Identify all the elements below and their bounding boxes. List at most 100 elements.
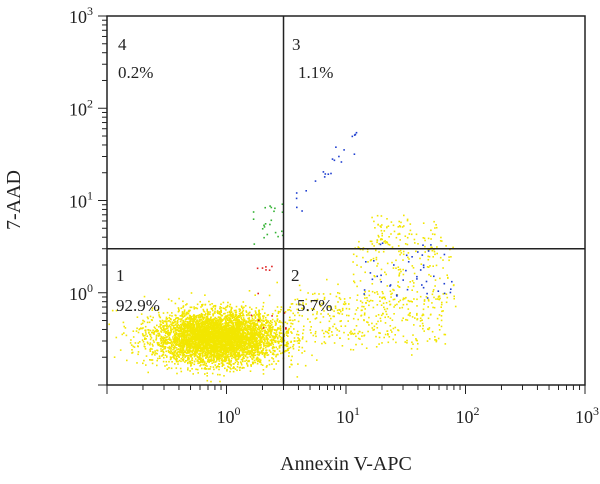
live-cell-point xyxy=(211,359,213,362)
live-cell-point xyxy=(256,347,258,349)
live-cell-point xyxy=(185,340,188,343)
live-cell-point xyxy=(177,360,179,363)
live-cell-point xyxy=(209,318,211,321)
live-cell-point xyxy=(188,309,190,312)
live-cell-point xyxy=(202,360,204,363)
live-cell-point xyxy=(301,352,303,354)
live-cell-point xyxy=(249,329,252,332)
live-cell-point xyxy=(177,307,180,309)
live-cell-point xyxy=(277,310,280,313)
live-cell-point xyxy=(195,316,198,319)
live-cell-point xyxy=(173,326,175,329)
live-cell-point xyxy=(262,336,265,338)
live-cell-point xyxy=(194,334,196,336)
live-cell-point xyxy=(175,343,178,345)
live-cell-point xyxy=(160,335,162,338)
live-cell-point xyxy=(194,318,197,320)
live-cell-point xyxy=(246,348,248,351)
live-cell-point xyxy=(254,347,256,350)
live-cell-point xyxy=(243,357,245,359)
live-cell-point xyxy=(263,329,265,332)
live-cell-point xyxy=(246,336,248,339)
live-cell-point xyxy=(149,343,151,346)
live-cell-point xyxy=(210,316,212,318)
live-cell-point xyxy=(173,357,176,360)
live-cell-point xyxy=(271,363,273,365)
live-cell-point xyxy=(237,318,239,320)
live-cell-point xyxy=(216,340,219,343)
live-cell-point xyxy=(227,331,230,333)
live-cell-point xyxy=(229,348,232,351)
live-cell-point xyxy=(191,338,194,341)
live-cell-point xyxy=(206,372,208,374)
live-cell-point xyxy=(210,331,212,334)
live-cell-point xyxy=(182,316,184,318)
live-cell-point xyxy=(161,344,164,347)
live-cell-point xyxy=(182,338,184,341)
live-cell-point xyxy=(259,341,262,343)
live-cell-point xyxy=(232,347,234,349)
live-cell-point xyxy=(286,341,289,343)
live-cell-point xyxy=(268,329,271,332)
live-cell-point xyxy=(256,353,259,356)
live-cell-point xyxy=(197,321,200,324)
live-cell-point xyxy=(191,346,194,349)
live-cell-point xyxy=(197,336,199,338)
live-cell-point xyxy=(164,346,167,349)
live-cell-point xyxy=(188,333,190,336)
live-cell-point xyxy=(212,327,214,329)
live-cell-point xyxy=(171,328,174,331)
live-cell-point xyxy=(214,305,217,308)
live-cell-point xyxy=(224,349,226,351)
live-cell-point xyxy=(137,345,139,348)
live-cell-point xyxy=(149,338,152,341)
live-cell-point xyxy=(193,334,195,336)
live-cell-point xyxy=(234,314,237,316)
live-cell-point xyxy=(186,338,189,340)
live-cell-point xyxy=(123,325,125,328)
live-cell-point xyxy=(194,351,196,353)
live-cell-point xyxy=(230,311,233,314)
live-cell-point xyxy=(224,307,226,310)
live-cell-point xyxy=(237,363,239,366)
live-cell-point xyxy=(202,308,205,311)
live-cell-point xyxy=(250,333,253,336)
live-cell-point xyxy=(149,335,152,338)
live-cell-point xyxy=(231,317,233,319)
live-cell-point xyxy=(258,313,260,315)
live-cell-point xyxy=(170,350,173,353)
live-cell-point xyxy=(272,358,275,360)
live-cell-point xyxy=(240,329,243,331)
live-cell-point xyxy=(298,338,301,340)
live-cell-point xyxy=(229,333,231,336)
live-cell-point xyxy=(196,368,199,371)
live-cell-point xyxy=(156,343,159,345)
live-cell-point xyxy=(256,340,259,342)
live-cell-point xyxy=(178,330,181,333)
live-cell-point xyxy=(249,343,251,346)
live-cell-point xyxy=(267,328,269,331)
live-cell-point xyxy=(233,352,235,354)
live-cell-point xyxy=(155,330,158,332)
live-cell-point xyxy=(222,307,225,310)
live-cell-point xyxy=(149,348,151,351)
live-cell-point xyxy=(290,359,292,362)
live-cell-point xyxy=(178,308,180,311)
live-cell-point xyxy=(192,326,195,328)
live-cell-point xyxy=(235,318,238,321)
live-cell-point xyxy=(245,321,248,324)
live-cell-point xyxy=(220,362,223,364)
live-cell-point xyxy=(244,305,247,307)
live-cell-point xyxy=(284,311,287,313)
live-cell-point xyxy=(205,356,208,358)
live-cell-point xyxy=(214,355,217,358)
live-cell-point xyxy=(215,366,218,368)
live-cell-point xyxy=(161,354,164,356)
live-cell-point xyxy=(215,352,218,355)
live-cell-point xyxy=(280,332,283,334)
live-cell-point xyxy=(232,344,235,346)
live-cell-point xyxy=(162,312,165,314)
live-cell-point xyxy=(214,319,216,322)
live-cell-point xyxy=(219,373,221,376)
